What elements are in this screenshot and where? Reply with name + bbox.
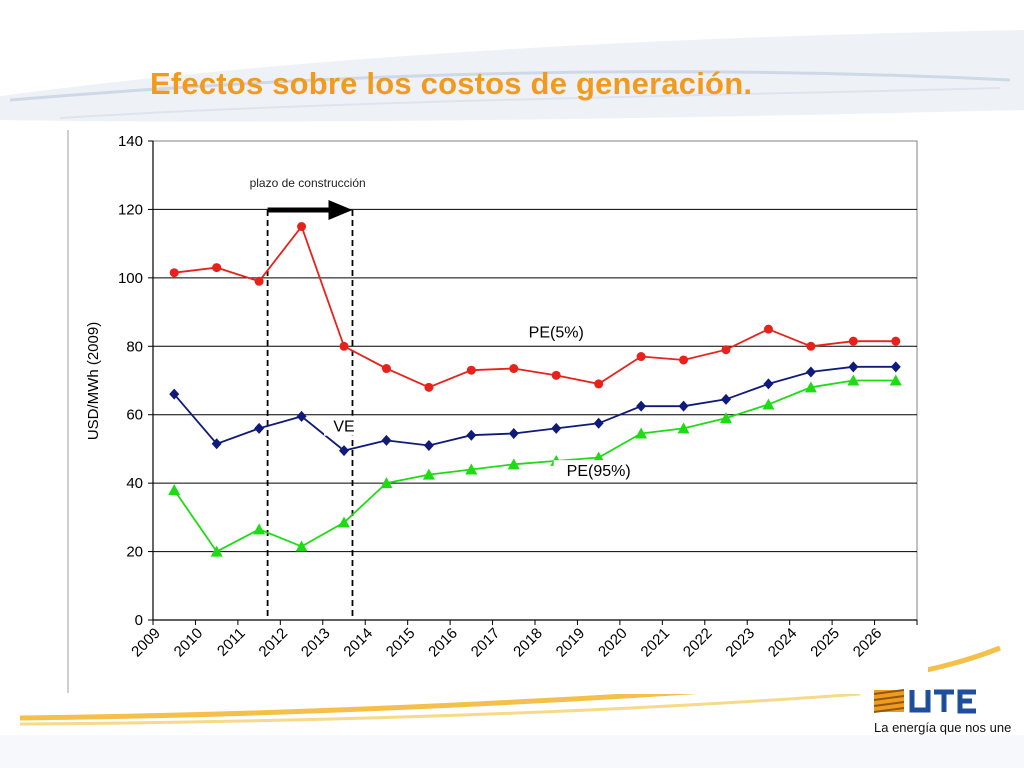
marker-point-2 <box>465 463 478 475</box>
marker-point-2 <box>592 451 605 463</box>
marker-point-2 <box>677 422 690 434</box>
marker-point-1 <box>466 429 477 441</box>
marker-point-0 <box>636 352 646 362</box>
marker-point-1 <box>890 361 901 373</box>
series-labels: PE(5%) VE PE(95%) <box>324 321 644 481</box>
marker-point-0 <box>594 379 604 389</box>
y-tick-label: 20 <box>126 544 143 561</box>
slide-title: Efectos sobre los costos de generación. <box>150 66 753 101</box>
marker-point-1 <box>296 410 307 422</box>
marker-point-0 <box>763 324 773 334</box>
y-tick-label: 140 <box>118 133 143 150</box>
y-axis-label: USD/MWh (2009) <box>85 322 102 440</box>
y-tick-label: 100 <box>118 270 143 287</box>
y-tick-labels: 0 20 40 60 80 100 120 140 <box>118 133 143 629</box>
series-line-0 <box>174 224 896 389</box>
marker-point-0 <box>806 341 816 351</box>
marker-point-2 <box>422 468 435 480</box>
series-label: PE(5%) <box>529 325 584 342</box>
series-label-bg <box>324 415 364 436</box>
marker-point-0 <box>466 365 476 375</box>
marker-point-1 <box>805 366 816 378</box>
marker-point-1 <box>593 417 604 429</box>
marker-point-1 <box>721 393 731 405</box>
marker-point-1 <box>381 434 392 446</box>
marker-point-1 <box>848 361 859 373</box>
footer-band <box>0 735 1024 768</box>
marker-point-2 <box>295 540 308 552</box>
marker-point-2 <box>804 381 817 393</box>
marker-point-1 <box>211 438 222 450</box>
series-label: PE(95%) <box>567 463 631 480</box>
y-tick-label: 80 <box>126 338 143 355</box>
series-line-1 <box>173 365 896 452</box>
marker-point-1 <box>254 422 265 434</box>
header-swoosh-line <box>9 70 1011 102</box>
marker-point-1 <box>551 422 562 434</box>
series-label-bg <box>517 321 596 342</box>
marker-point-2 <box>847 374 860 386</box>
series-line-2 <box>173 379 896 553</box>
marker-point-2 <box>507 458 520 470</box>
marker-point-0 <box>848 336 858 346</box>
marker-point-0 <box>381 364 391 374</box>
construction-period: plazo de construcción <box>250 176 366 620</box>
ute-logo <box>872 684 1012 744</box>
marker-point-2 <box>889 374 902 386</box>
construction-label: plazo de construcción <box>250 176 366 190</box>
marker-point-0 <box>679 355 689 365</box>
marker-point-0 <box>721 345 731 355</box>
marker-point-0 <box>169 268 179 278</box>
marker-point-1 <box>636 400 647 412</box>
marker-point-1 <box>678 400 689 412</box>
marker-point-1 <box>339 445 349 457</box>
logo-stripes <box>873 689 905 713</box>
marker-point-0 <box>424 382 434 392</box>
marker-point-0 <box>509 364 519 374</box>
header-swoosh <box>0 30 1024 122</box>
marker-point-0 <box>254 276 264 286</box>
marker-point-0 <box>891 336 901 346</box>
marker-point-2 <box>168 483 181 495</box>
marker-point-2 <box>762 398 775 410</box>
marker-point-0 <box>339 341 349 351</box>
series-label: VE <box>333 419 354 436</box>
marker-point-1 <box>508 428 519 440</box>
marker-point-2 <box>720 412 732 424</box>
marker-point-2 <box>253 523 266 535</box>
header-swoosh-line-2 <box>59 87 1001 119</box>
series-group <box>168 222 902 557</box>
marker-point-0 <box>551 370 561 380</box>
series-label-bg <box>553 460 644 481</box>
ute-logo-mark <box>873 689 976 714</box>
y-tick-label: 60 <box>126 407 143 424</box>
construction-arrow-head <box>328 200 353 220</box>
marker-point-0 <box>212 263 222 273</box>
marker-point-1 <box>169 388 180 400</box>
logo-letters <box>909 689 976 714</box>
plot-area <box>152 140 918 621</box>
footer-swoosh-2 <box>19 692 861 726</box>
logo-tagline: La energía que nos une <box>874 720 1012 735</box>
y-tick-label: 40 <box>126 475 143 492</box>
marker-point-2 <box>635 427 648 439</box>
y-tick-label: 0 <box>135 612 143 629</box>
marker-point-1 <box>763 378 774 390</box>
marker-point-1 <box>423 440 434 452</box>
y-tick-label: 120 <box>118 201 143 218</box>
marker-point-0 <box>297 222 307 232</box>
marker-point-2 <box>380 477 393 489</box>
marker-point-2 <box>210 545 223 557</box>
gridlines <box>148 140 918 625</box>
marker-point-2 <box>338 516 350 528</box>
